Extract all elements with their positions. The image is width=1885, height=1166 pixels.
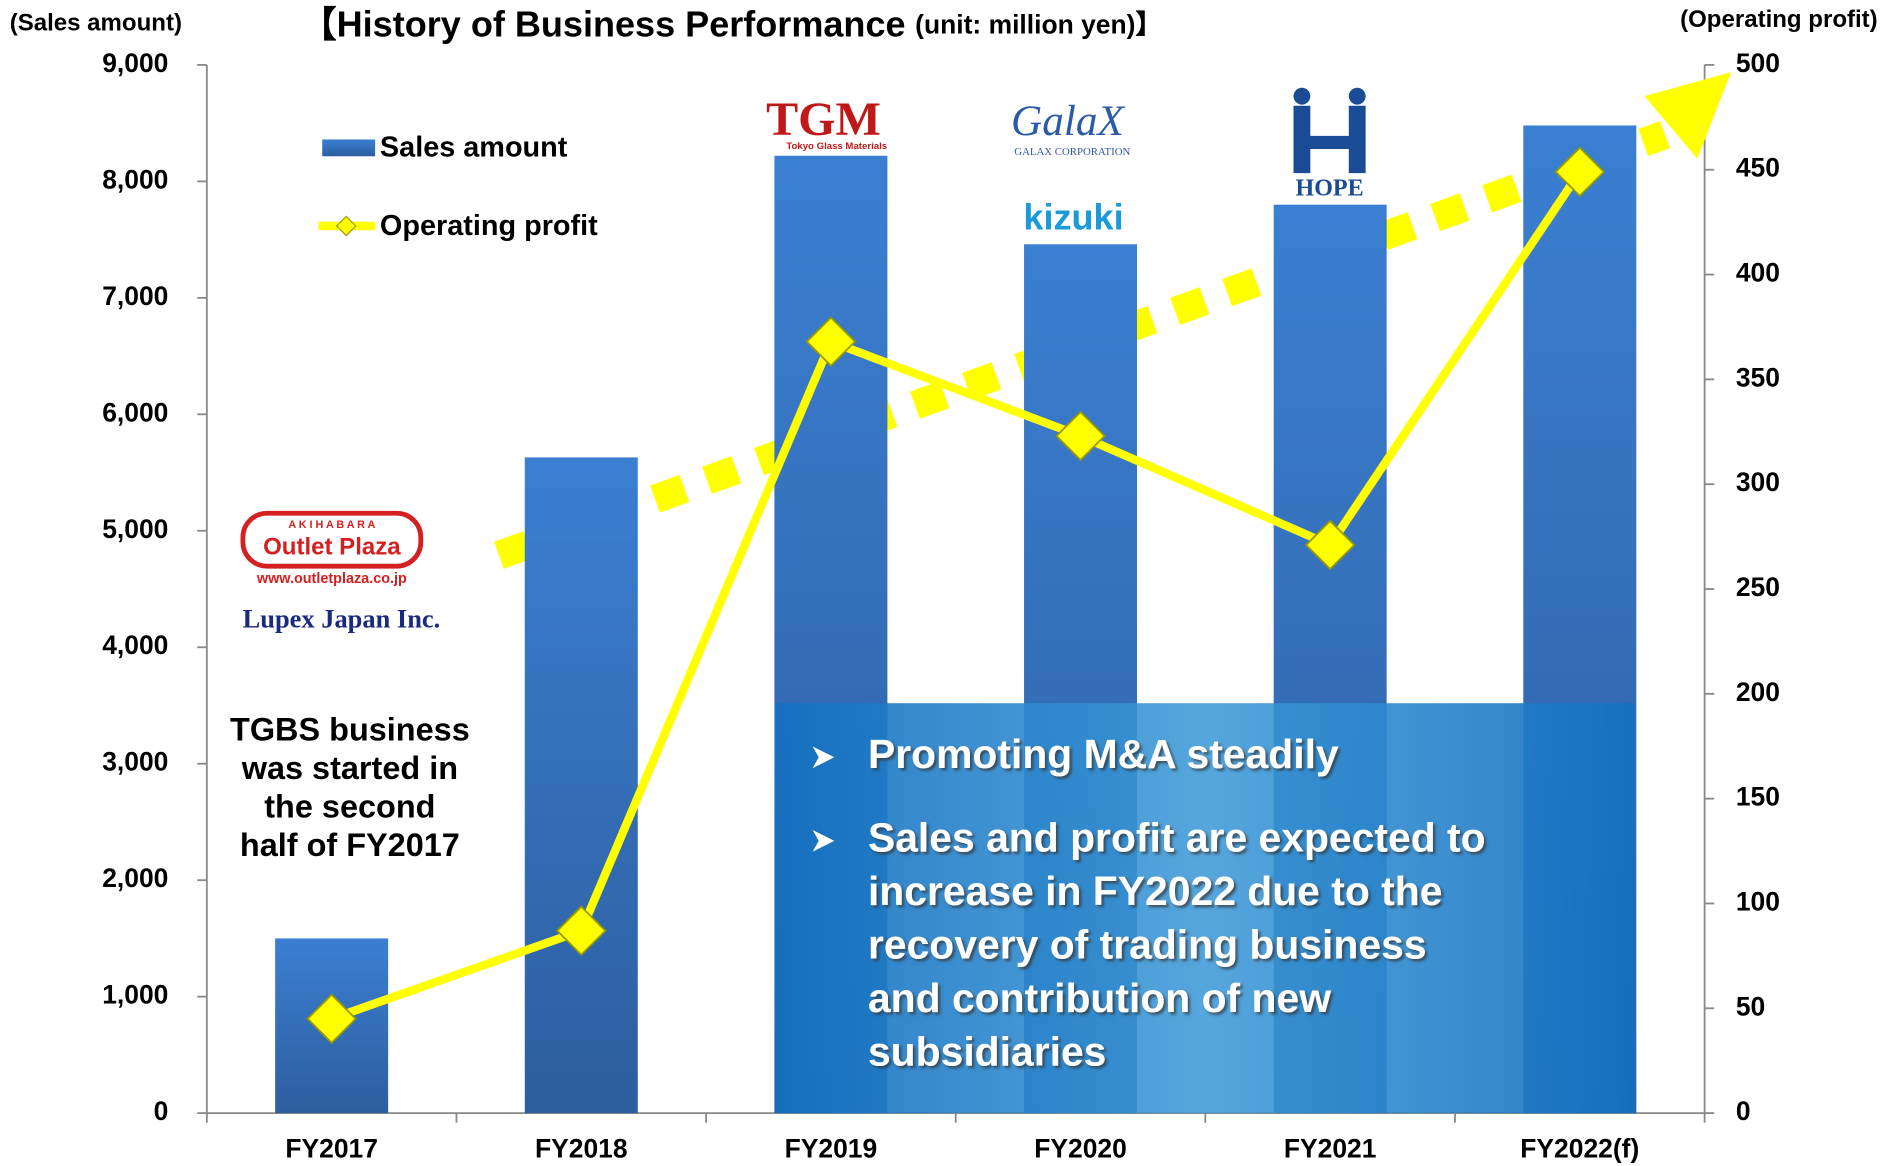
bullet-text: increase in FY2022 due to the: [868, 868, 1443, 914]
marker: [306, 993, 357, 1045]
logo-text: www.outletplaza.co.jp: [256, 571, 407, 587]
y-tick-label: 2,000: [102, 863, 168, 893]
x-tick-label: FY2021: [1284, 1133, 1377, 1163]
y2-tick-label: 0: [1736, 1096, 1751, 1126]
y2-tick-label: 300: [1736, 467, 1780, 497]
marker: [1055, 410, 1106, 462]
callout-box: [775, 703, 1635, 1114]
y-tick-label: 0: [154, 1096, 169, 1126]
y-tick-label: 9,000: [102, 48, 168, 78]
y-tick-label: 4,000: [102, 630, 168, 660]
logo-text: Outlet Plaza: [263, 533, 401, 560]
annotation: half of FY2017: [240, 827, 460, 863]
legend-label: Sales amount: [380, 132, 568, 164]
title: 【History of Business Performance: [301, 3, 906, 44]
annotation: TGBS business: [230, 712, 470, 748]
bullet-text: Sales and profit are expected to: [868, 815, 1486, 861]
logo-text: TGM: [766, 93, 881, 146]
logo-frame: [240, 510, 424, 569]
logo-text: kizuki: [1023, 197, 1123, 238]
logo-icon: [1293, 87, 1311, 105]
legend-swatch: [335, 215, 357, 237]
x-tick-label: FY2017: [285, 1133, 378, 1163]
bar: [524, 457, 638, 1114]
y-tick-label: 8,000: [102, 164, 168, 194]
y2-tick-label: 450: [1736, 153, 1780, 183]
logo-text: Tokyo Glass Materials: [786, 141, 887, 152]
logo-text: GalaX: [1011, 97, 1126, 145]
y2-tick-label: 250: [1736, 572, 1780, 602]
bullet-text: Promoting M&A steadily: [868, 731, 1339, 777]
marker: [1304, 519, 1356, 571]
logo-text: HOPE: [1296, 175, 1364, 201]
y2-tick-label: 150: [1736, 782, 1780, 812]
y-tick-label: 7,000: [102, 281, 168, 311]
y2-tick-label: 100: [1736, 886, 1780, 916]
line: [330, 169, 1584, 1023]
x-tick-label: FY2020: [1034, 1133, 1127, 1163]
y-tick-label: 3,000: [102, 747, 168, 777]
y2-tick-label: 50: [1736, 991, 1765, 1021]
annotation: the second: [264, 789, 435, 825]
marker: [1554, 146, 1606, 198]
trend-arrow-head: [1644, 72, 1732, 159]
x-tick-label: FY2019: [785, 1133, 878, 1163]
chart-title: 【History of Business Performance (unit: m…: [301, 3, 1162, 44]
logo-text: GALAX CORPORATION: [1014, 146, 1130, 158]
legend-label: Operating profit: [380, 210, 598, 242]
subtitle: (unit: million yen)】: [915, 9, 1162, 39]
y-tick-label: 6,000: [102, 397, 168, 427]
marker: [555, 905, 607, 957]
logo-text: A K I H A B A R A: [288, 519, 375, 531]
logo-text: Lupex Japan Inc.: [243, 604, 441, 634]
y-axis-label: (Sales amount): [10, 9, 182, 36]
annotation: was started in: [241, 750, 458, 786]
bullet-text: subsidiaries: [868, 1029, 1106, 1075]
y2-tick-label: 400: [1736, 258, 1780, 288]
y2-tick-label: 500: [1736, 48, 1780, 78]
y2-tick-label: 200: [1736, 677, 1780, 707]
bullet-marker: [812, 830, 835, 852]
bullet-marker: [812, 746, 835, 769]
x-tick-label: FY2018: [535, 1133, 628, 1163]
marker: [805, 316, 857, 367]
x-tick-label: FY2022(f): [1520, 1133, 1639, 1163]
y-tick-label: 5,000: [102, 514, 168, 544]
bullet-text: and contribution of new: [868, 975, 1331, 1021]
y2-axis-label: (Operating profit): [1680, 6, 1878, 33]
logo-icon: [1348, 87, 1366, 105]
legend-swatch: [322, 139, 376, 157]
bullet-text: recovery of trading business: [868, 922, 1427, 968]
y2-tick-label: 350: [1736, 362, 1780, 392]
logo-icon: [1293, 105, 1366, 174]
y-tick-label: 1,000: [102, 980, 168, 1010]
